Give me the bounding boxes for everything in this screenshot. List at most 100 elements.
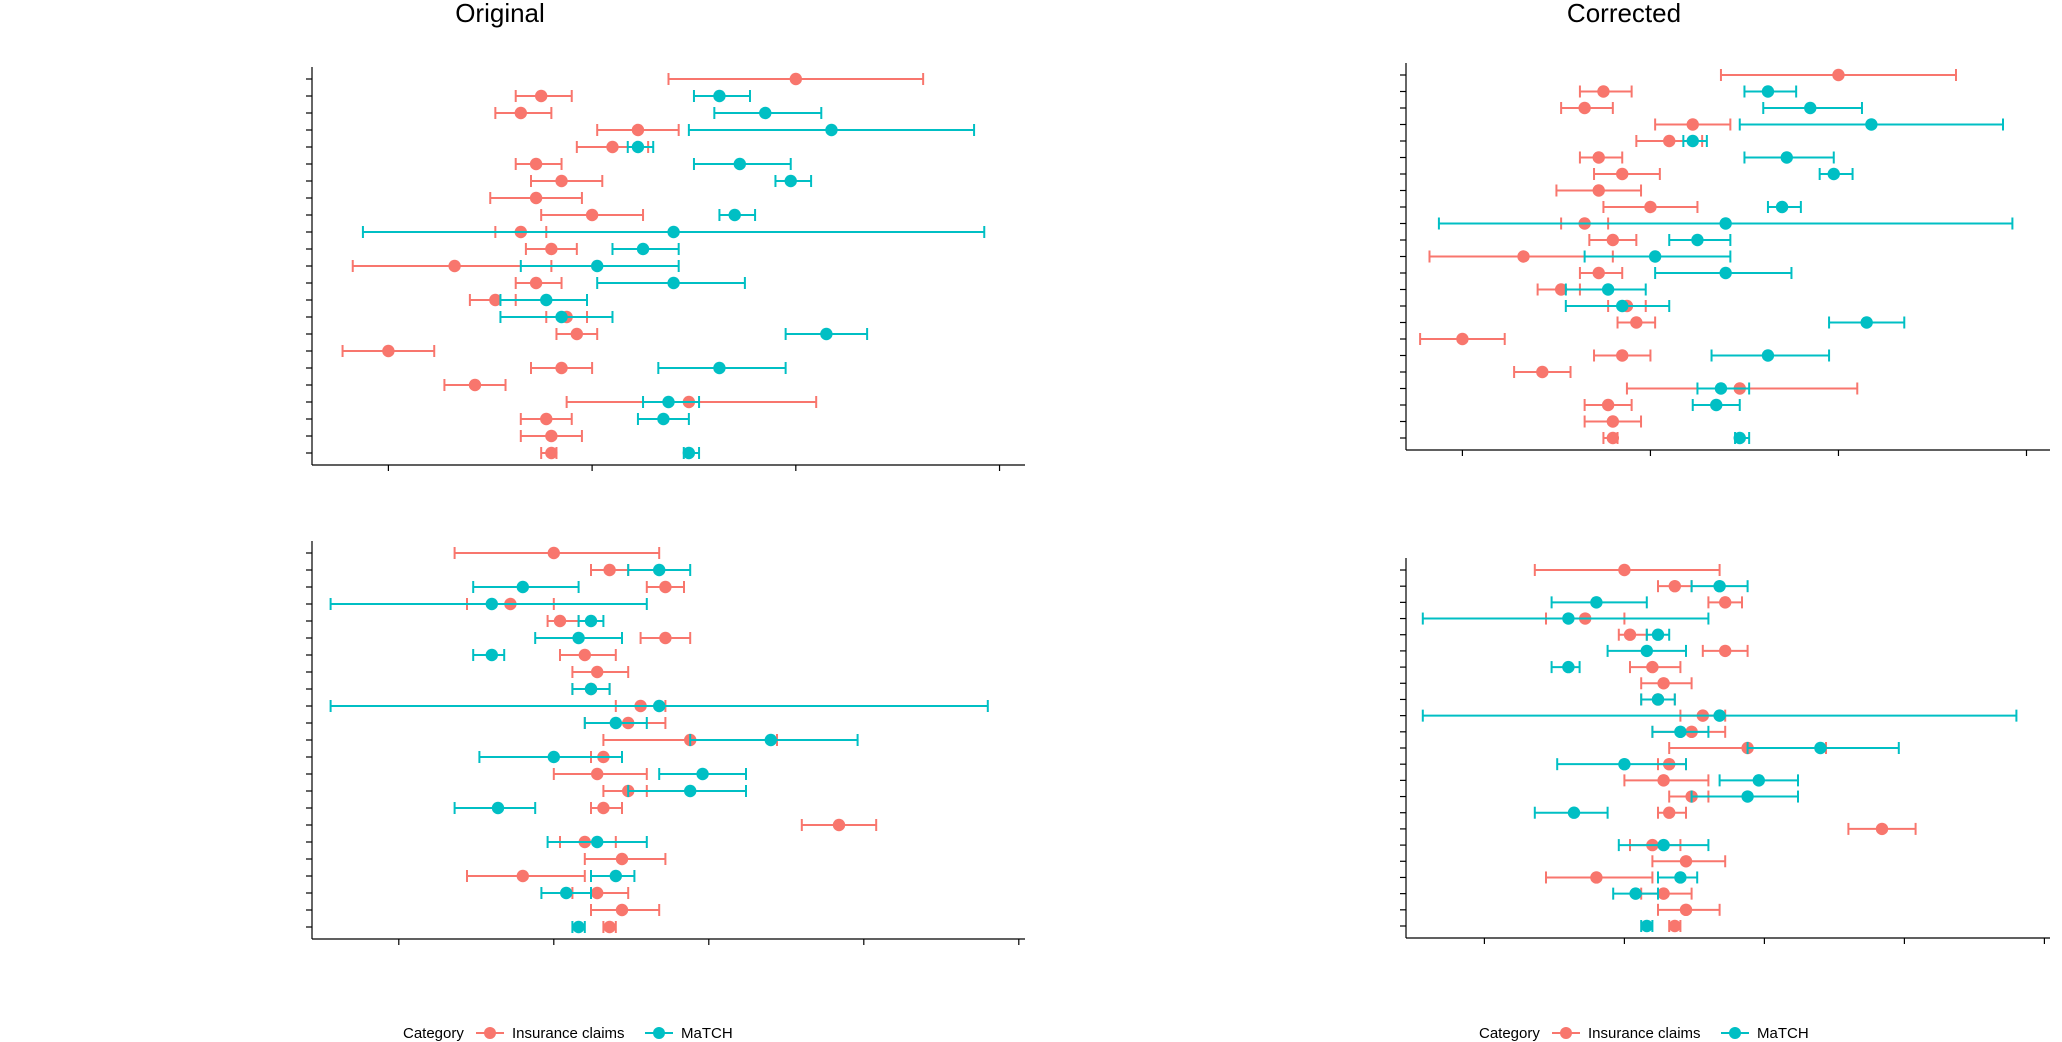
column-title-corrected: Corrected	[1567, 0, 1681, 28]
match-point	[1674, 871, 1687, 884]
claims-point	[631, 123, 645, 137]
claims-point	[1601, 398, 1615, 412]
claims-point	[597, 801, 610, 815]
match-point	[713, 361, 726, 375]
legend-original: Category Insurance claims MaTCH	[403, 1025, 733, 1042]
match-point	[759, 106, 772, 120]
claims-point	[1644, 200, 1657, 214]
claims-point	[1456, 332, 1469, 346]
match-point	[1686, 134, 1699, 148]
claims-point	[1668, 919, 1682, 933]
claims-point	[615, 852, 629, 866]
match-point	[609, 869, 622, 883]
match-point	[667, 276, 680, 290]
claims-point	[468, 378, 482, 392]
match-point	[1640, 919, 1654, 933]
match-point	[653, 699, 666, 713]
claims-point	[591, 886, 604, 900]
claims-point	[448, 259, 461, 273]
claims-point	[585, 208, 599, 222]
legend-claims-label: Insurance claims	[512, 1025, 625, 1042]
claims-point	[1719, 644, 1732, 658]
match-point	[1651, 693, 1665, 706]
legend-claims-swatch-dot	[1560, 1027, 1572, 1039]
match-point	[1752, 774, 1766, 787]
claims-point	[534, 89, 548, 103]
match-point	[1601, 283, 1615, 296]
claims-point	[1832, 68, 1845, 82]
legend-corrected: Category Insurance claims MaTCH	[1479, 1025, 1809, 1042]
match-point	[1733, 431, 1746, 445]
match-point	[820, 327, 833, 341]
claims-point	[1616, 349, 1629, 362]
match-point	[653, 563, 666, 577]
legend-claims-swatch-dot	[484, 1027, 496, 1039]
match-point	[1648, 250, 1662, 263]
match-point	[1691, 233, 1704, 247]
claims-point	[1618, 563, 1631, 577]
match-point	[1827, 167, 1840, 181]
match-point	[1567, 806, 1581, 819]
match-point	[662, 395, 675, 409]
claims-point	[1679, 903, 1693, 917]
match-point	[591, 835, 604, 849]
claims-point	[1719, 596, 1732, 609]
legend-claims-label: Insurance claims	[1588, 1025, 1701, 1042]
claims-point	[529, 276, 543, 290]
match-point	[584, 682, 598, 696]
claims-point	[659, 580, 672, 594]
match-point	[1714, 382, 1728, 395]
claims-point	[1668, 579, 1682, 593]
legend-match-swatch-dot	[653, 1027, 665, 1039]
column-title-original: Original	[455, 0, 545, 28]
claims-point	[1623, 628, 1637, 641]
claims-point	[1606, 233, 1620, 247]
match-point	[1780, 151, 1793, 164]
claims-point	[514, 106, 528, 120]
match-point	[1674, 725, 1687, 739]
match-point	[1860, 316, 1873, 329]
claims-point	[489, 293, 502, 307]
claims-point	[1686, 118, 1699, 131]
legend-match-swatch-dot	[1729, 1027, 1741, 1039]
claims-point	[570, 327, 584, 341]
claims-point	[1657, 887, 1670, 900]
claims-point	[545, 429, 558, 443]
match-point	[1629, 887, 1642, 900]
claims-point	[603, 920, 616, 934]
claims-point	[606, 140, 619, 154]
claims-point	[516, 869, 529, 883]
claims-point	[382, 344, 395, 358]
claims-point	[1875, 822, 1889, 836]
match-point	[1865, 118, 1878, 131]
match-point	[728, 208, 741, 222]
match-point	[1710, 398, 1723, 412]
match-point	[682, 446, 696, 460]
claims-point	[1554, 283, 1568, 296]
claims-point	[1663, 806, 1676, 819]
claims-point	[1597, 85, 1610, 98]
match-point	[1651, 628, 1665, 641]
match-point	[1713, 709, 1726, 722]
match-point	[609, 716, 622, 730]
match-point	[667, 225, 680, 239]
claims-point	[540, 412, 553, 426]
match-point	[733, 157, 746, 171]
match-point	[485, 597, 498, 611]
match-point	[572, 631, 585, 645]
match-point	[1804, 101, 1817, 115]
claims-point	[1578, 101, 1591, 115]
match-point	[1775, 200, 1789, 214]
panel-original-heritability	[306, 67, 1025, 471]
match-point	[1657, 838, 1670, 852]
claims-point	[832, 818, 846, 832]
legend-match-label: MaTCH	[1757, 1025, 1809, 1042]
claims-point	[1679, 855, 1693, 868]
claims-point	[1517, 250, 1530, 263]
match-point	[696, 767, 709, 781]
claims-point	[1606, 415, 1620, 428]
claims-point	[603, 563, 616, 577]
claims-point	[591, 665, 604, 679]
match-point	[547, 750, 560, 764]
claims-point	[1616, 167, 1629, 181]
